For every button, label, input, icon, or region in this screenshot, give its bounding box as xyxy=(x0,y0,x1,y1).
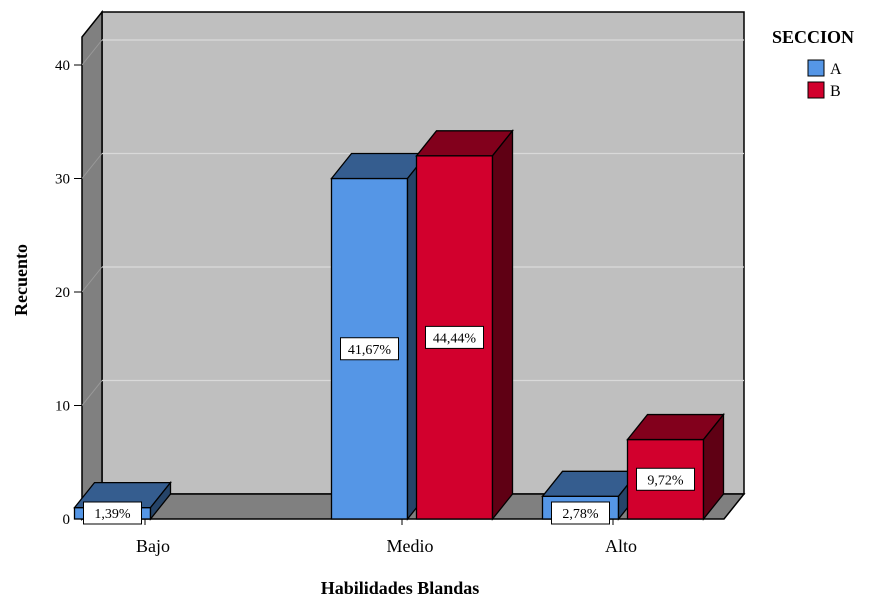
y-axis-title: Recuento xyxy=(11,244,31,316)
side-gridline xyxy=(81,266,103,293)
bar-side xyxy=(702,412,725,521)
bar-side xyxy=(149,480,172,521)
x-axis-ticks: Bajo Medio Alto xyxy=(136,519,637,556)
x-tick-label: Bajo xyxy=(136,536,170,556)
y-tick-label: 10 xyxy=(55,399,70,415)
y-tick-label: 30 xyxy=(55,172,70,188)
x-axis-title: Habilidades Blandas xyxy=(321,578,480,598)
legend: SECCION AB xyxy=(772,27,854,100)
side-gridline xyxy=(81,39,103,66)
bar-A-Bajo: 1,39% xyxy=(73,480,172,525)
side-gridline xyxy=(81,153,103,179)
bars: 1,39% 41,67% 44,44% 2,78% 9,72% xyxy=(73,128,725,525)
y-tick-label: 40 xyxy=(55,58,70,74)
data-label: 9,72% xyxy=(647,473,684,488)
y-tick-label: 20 xyxy=(55,285,70,301)
legend-label-B: B xyxy=(830,83,841,100)
bar-A-Medio: 41,67% xyxy=(330,151,429,521)
side-wall-panel xyxy=(81,9,103,522)
legend-label-A: A xyxy=(830,61,842,78)
y-tick-label: 0 xyxy=(63,512,71,528)
data-label-box xyxy=(425,325,484,349)
data-label: 44,44% xyxy=(433,331,477,346)
legend-swatch-A xyxy=(807,59,825,77)
data-label: 1,39% xyxy=(94,507,131,522)
data-label-box xyxy=(83,501,142,525)
x-tick-label: Alto xyxy=(605,536,637,556)
side-gridline xyxy=(81,380,103,406)
data-label-box xyxy=(636,467,695,491)
data-label: 41,67% xyxy=(348,343,392,358)
bar-side xyxy=(491,128,514,521)
legend-title: SECCION xyxy=(772,27,854,47)
bar-B-Alto: 9,72% xyxy=(626,412,725,521)
data-label: 2,78% xyxy=(562,507,599,522)
data-label-box xyxy=(551,501,610,525)
y-axis-ticks: 0 10 20 30 40 xyxy=(55,58,82,528)
bar-B-Medio: 44,44% xyxy=(415,128,514,521)
x-tick-label: Medio xyxy=(387,536,434,556)
data-label-box xyxy=(340,337,399,361)
legend-swatch-B xyxy=(807,81,825,99)
